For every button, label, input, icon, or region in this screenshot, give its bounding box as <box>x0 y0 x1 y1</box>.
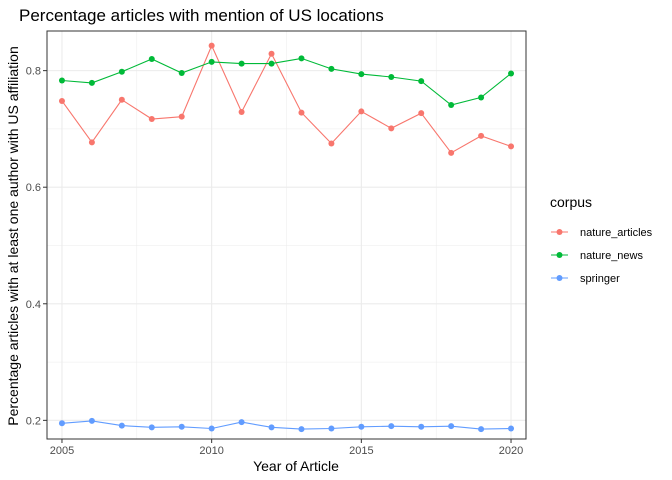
x-axis-title: Year of Article <box>253 458 339 474</box>
data-point <box>298 426 305 433</box>
legend-label: nature_news <box>580 250 643 262</box>
data-point <box>148 55 155 62</box>
data-point <box>448 423 455 430</box>
plot-panel <box>46 30 527 440</box>
data-point <box>478 132 485 139</box>
data-point <box>208 42 215 49</box>
data-point <box>478 94 485 101</box>
x-tick-label: 2015 <box>349 445 373 457</box>
data-point <box>118 68 125 75</box>
data-point <box>148 116 155 123</box>
y-axis-title: Percentage articles with at least one au… <box>5 46 21 426</box>
data-point <box>58 420 65 427</box>
grid-minor <box>47 31 526 439</box>
legend-key-point <box>556 229 563 235</box>
x-tick-label: 2005 <box>50 445 74 457</box>
data-point <box>58 77 65 84</box>
legend-item-nature_articles: nature_articles <box>551 227 653 239</box>
data-point <box>448 102 455 109</box>
data-point <box>88 139 95 146</box>
y-tick-label: 0.8 <box>26 66 41 78</box>
data-point <box>178 113 185 120</box>
legend-item-springer: springer <box>551 273 620 285</box>
data-point <box>148 424 155 431</box>
series-nature_news <box>58 55 515 109</box>
data-point <box>238 109 245 116</box>
data-point <box>358 108 365 115</box>
panel-border <box>46 30 527 440</box>
x-tick-label: 2020 <box>499 445 523 457</box>
data-point <box>388 74 395 81</box>
data-point <box>508 70 515 77</box>
series-line <box>61 57 512 106</box>
data-point <box>268 60 275 67</box>
data-point <box>88 417 95 424</box>
legend-title: corpus <box>550 194 592 210</box>
data-point <box>178 423 185 430</box>
legend-key-point <box>556 252 563 258</box>
data-point <box>298 55 305 62</box>
data-point <box>418 110 425 117</box>
data-point <box>118 422 125 429</box>
y-tick-label: 0.4 <box>26 299 41 311</box>
series-line <box>61 44 512 154</box>
data-point <box>388 125 395 132</box>
data-point <box>358 423 365 430</box>
data-point <box>418 78 425 85</box>
data-point <box>178 69 185 76</box>
series-springer <box>58 417 515 433</box>
data-point <box>448 149 455 156</box>
data-point <box>268 424 275 431</box>
series-line <box>61 420 512 430</box>
data-point <box>298 109 305 116</box>
x-tick-label: 2010 <box>199 445 223 457</box>
data-point <box>388 423 395 430</box>
legend-item-nature_news: nature_news <box>551 250 643 262</box>
y-tick-label: 0.6 <box>26 182 41 194</box>
series-nature_articles <box>58 42 515 156</box>
legend-label: springer <box>580 273 620 285</box>
data-point <box>478 426 485 433</box>
data-point <box>238 60 245 67</box>
series-layer <box>58 42 515 433</box>
data-point <box>328 425 335 432</box>
data-point <box>238 419 245 426</box>
data-point <box>358 71 365 78</box>
data-point <box>268 50 275 57</box>
chart-title: Percentage articles with mention of US l… <box>19 6 384 25</box>
data-point <box>508 143 515 150</box>
data-point <box>58 97 65 104</box>
data-point <box>508 425 515 432</box>
data-point <box>88 79 95 86</box>
y-tick-label: 0.2 <box>26 415 41 427</box>
data-point <box>208 425 215 432</box>
legend-key-point <box>556 275 563 281</box>
data-point <box>118 96 125 103</box>
legend-label: nature_articles <box>580 227 653 239</box>
data-point <box>418 423 425 430</box>
x-axis: 2005 2010 2015 2020 <box>50 439 523 457</box>
grid-major <box>47 31 526 439</box>
legend: corpus nature_articles nature_newsspringe… <box>550 194 653 285</box>
y-axis: 0.2 0.4 0.6 0.8 <box>26 66 47 427</box>
data-point <box>328 65 335 72</box>
data-point <box>328 140 335 147</box>
data-point <box>208 58 215 65</box>
